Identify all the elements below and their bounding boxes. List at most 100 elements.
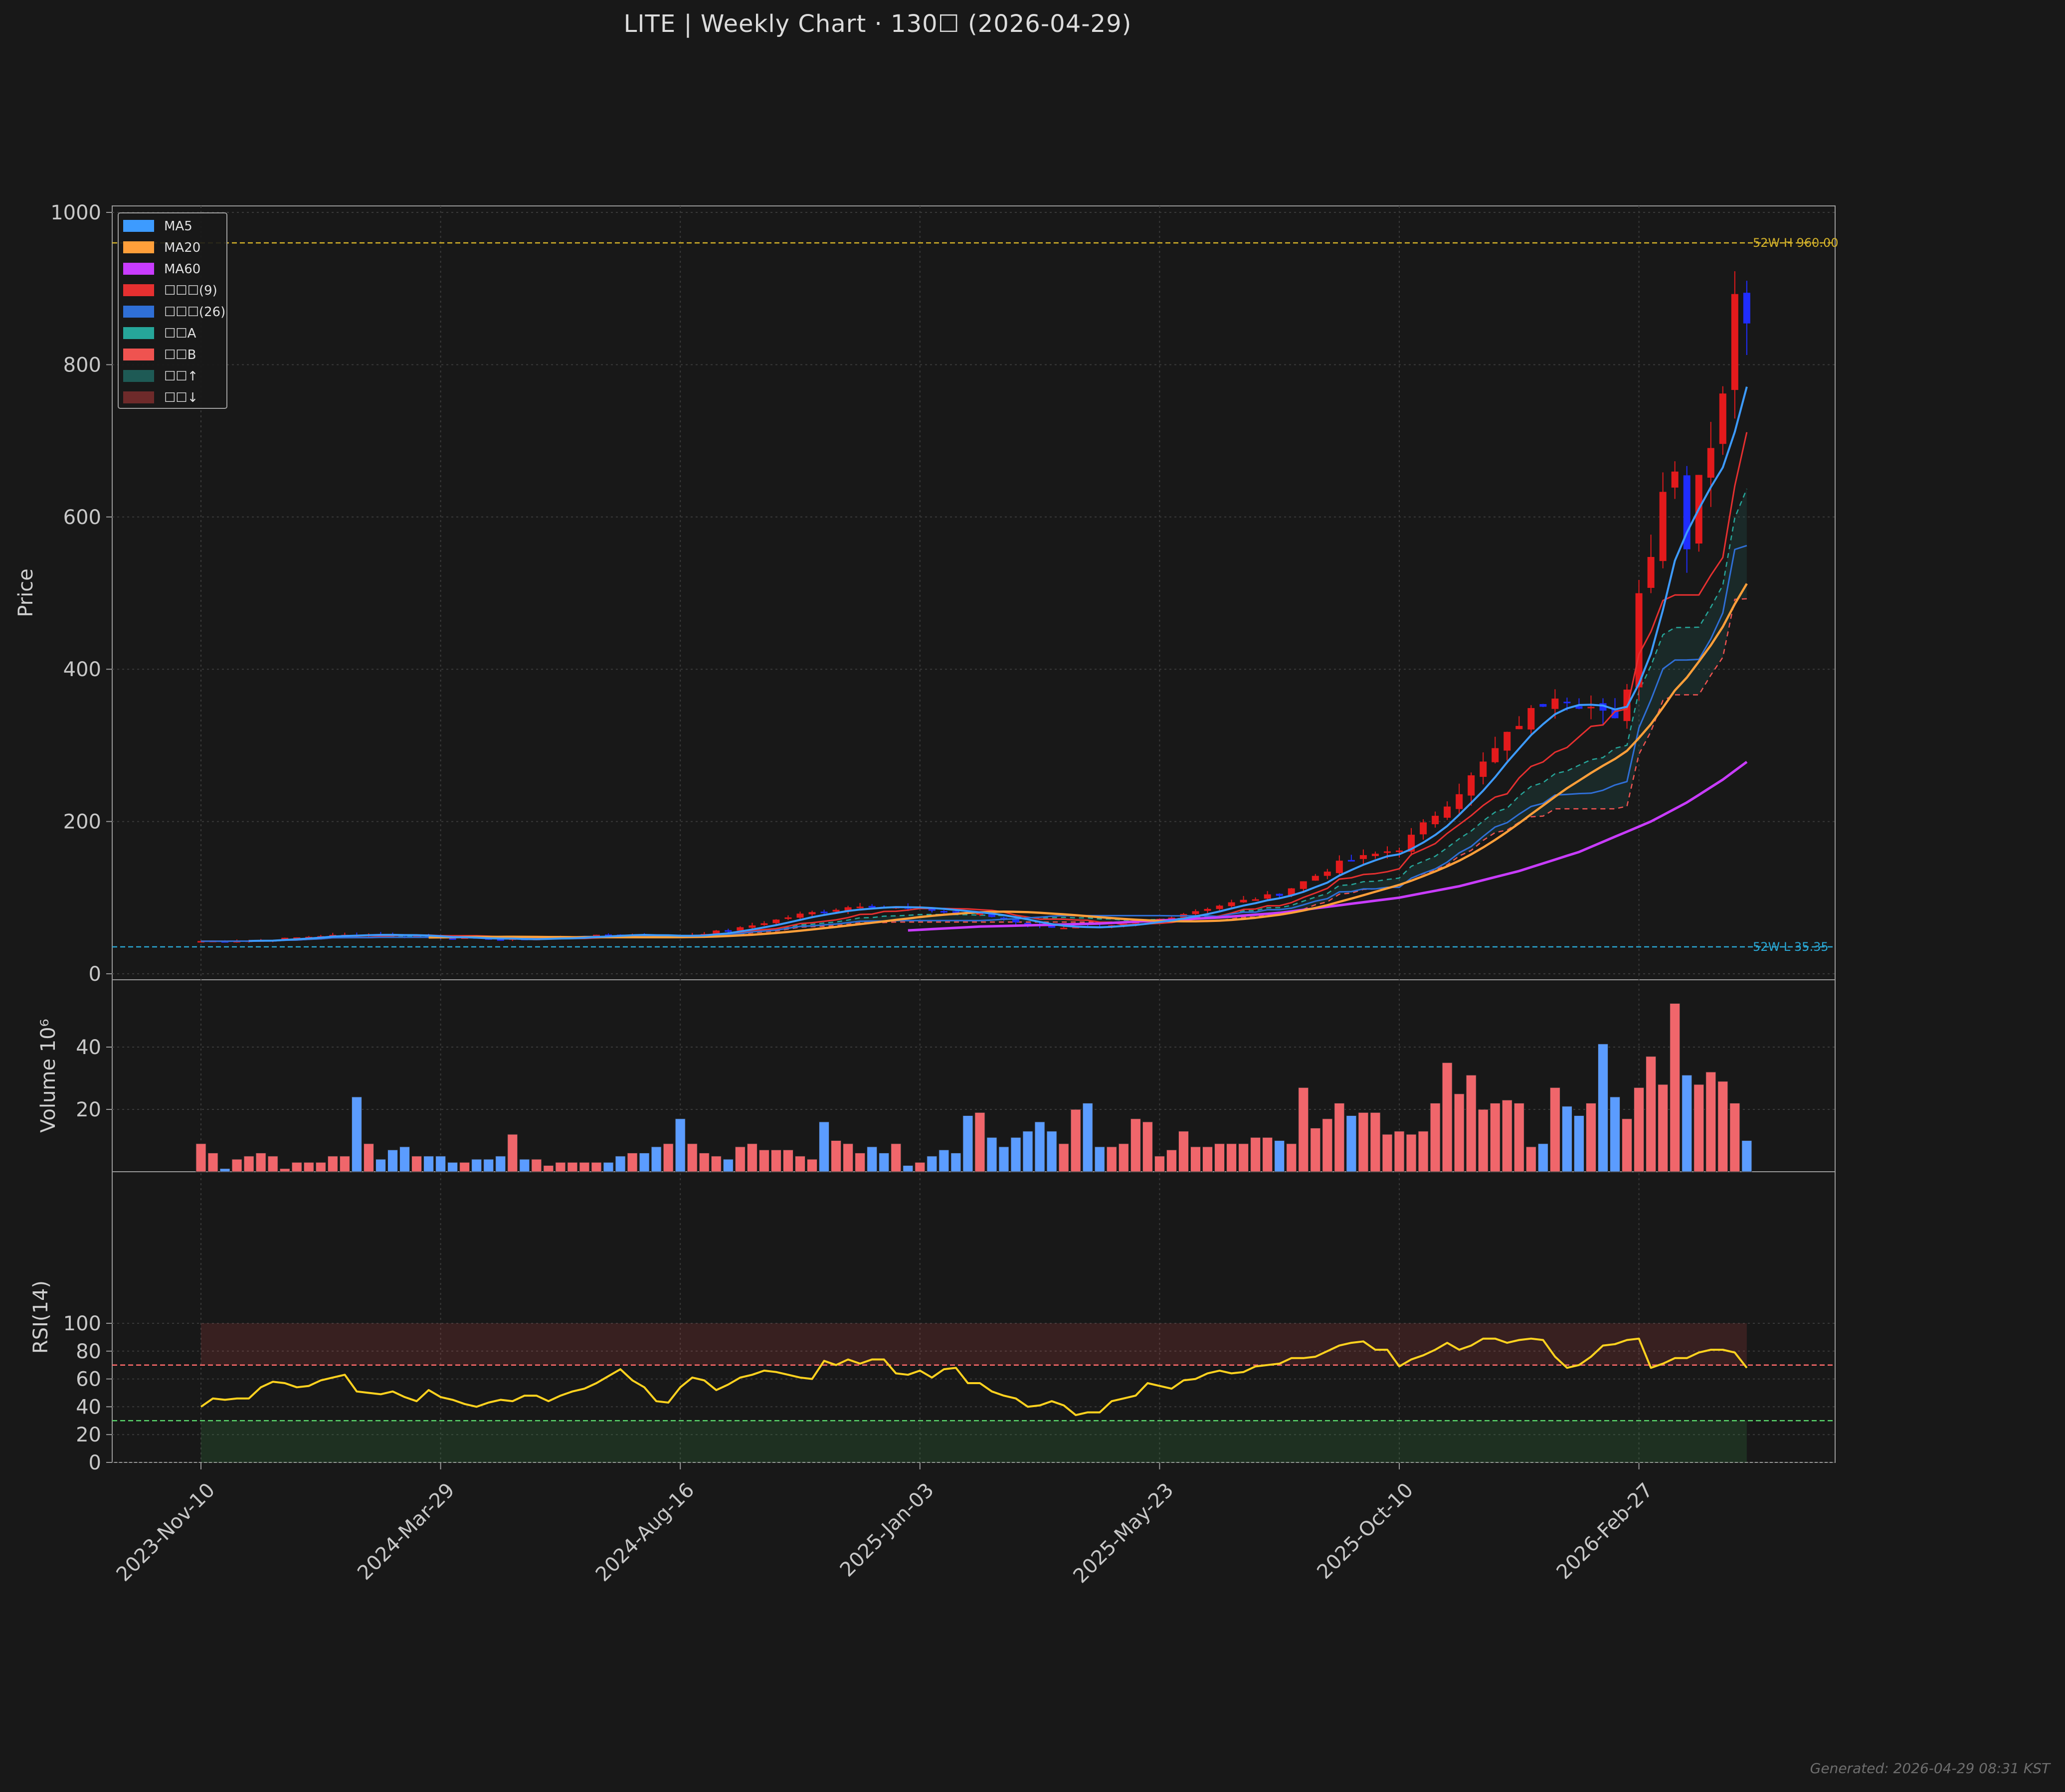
candle-body [1300,881,1307,889]
candle-body [1072,926,1080,928]
legend-swatch [123,349,154,360]
volume-axis-label: Volume 10⁶ [37,1019,60,1132]
candle-body [796,913,804,918]
volume-bar [1729,1103,1740,1172]
candle-body [808,912,816,914]
legend-swatch [123,391,154,403]
volume-bar [603,1162,614,1172]
volume-bar [591,1162,602,1172]
volume-bar [1502,1099,1512,1172]
volume-bar [1310,1128,1321,1172]
volume-bar [1622,1118,1633,1172]
x-tick-label: 2025-May-23 [1069,1479,1178,1588]
candle-body [1480,761,1487,777]
volume-bar [375,1159,386,1172]
candle-body [1060,927,1068,929]
price-tick-label: 200 [63,811,101,834]
volume-bar [1178,1131,1189,1172]
candle-body [1647,557,1655,588]
volume-bar [1358,1112,1369,1172]
volume-bar [1322,1118,1333,1172]
span-a-line [200,489,1748,942]
x-tick-label: 2025-Oct-10 [1313,1479,1418,1584]
volume-bar [1573,1115,1584,1172]
volume-bar [483,1159,494,1172]
candle-body [1575,706,1583,709]
candle-body [1347,860,1355,862]
volume-bar [915,1162,926,1172]
volume-bar [770,1149,781,1172]
volume-bar [1250,1137,1261,1172]
legend-swatch [123,220,154,232]
volume-bar [675,1118,686,1172]
volume-bar [651,1146,662,1172]
volume-bar [351,1096,362,1172]
volume-bar [495,1156,506,1172]
candle-body [1359,855,1367,859]
volume-bar [1442,1062,1453,1172]
volume-bar [758,1149,769,1172]
volume-bar [986,1137,997,1172]
x-tick-label: 2024-Aug-16 [591,1479,699,1587]
price-tick-label: 600 [63,506,101,529]
volume-bar [1658,1084,1669,1172]
volume-bar [1058,1143,1069,1172]
candle-body [449,938,456,940]
volume-bar [579,1162,590,1172]
volume-bar [891,1143,902,1172]
candle-body [293,937,301,939]
legend-entry: ☐☐☐(26) [164,305,225,320]
candle-body [1228,902,1235,906]
volume-bar [1454,1093,1465,1172]
volume-bar [782,1149,793,1172]
volume-bar [867,1146,878,1172]
candle-body [1743,293,1750,324]
price-tick-label: 800 [63,354,101,376]
candle-body [1371,854,1379,856]
volume-bar [795,1156,805,1172]
volume-bar [807,1159,818,1172]
volume-bar [279,1168,290,1172]
legend-swatch [123,327,154,339]
candle-body [1527,708,1535,730]
candle-body [844,907,852,911]
volume-bar [1549,1087,1560,1172]
volume-bar [1154,1156,1165,1172]
volume-bar [1286,1143,1297,1172]
volume-bar [1346,1115,1357,1172]
legend-swatch [123,241,154,253]
volume-bar [207,1153,218,1172]
candle-body [868,905,876,908]
candle-body [952,911,959,913]
volume-bar [1598,1044,1609,1172]
candle-body [940,911,947,913]
candle-body [1719,393,1726,444]
candle-body [1252,899,1259,901]
volume-bar [1334,1103,1345,1172]
legend-swatch [123,306,154,318]
candle-body [725,930,732,932]
volume-bar [315,1162,326,1172]
legend-swatch [123,284,154,296]
volume-bar [819,1121,830,1172]
span-b-line [200,598,1747,942]
volume-bar [255,1153,266,1172]
candle-body [820,911,828,913]
volume-bar [1705,1072,1716,1172]
candle-body [1432,816,1439,825]
high-52w-label: 52W H 960.00 [1753,236,1839,250]
candle-body [197,941,204,943]
volume-bar [1610,1096,1621,1172]
candle-body [856,906,864,908]
volume-bar [459,1162,470,1172]
volume-bar [974,1112,985,1172]
volume-bar [1214,1143,1225,1172]
candle-body [1456,794,1463,809]
candle-body [1635,593,1643,688]
volume-bar [687,1143,698,1172]
volume-bar [1478,1109,1489,1172]
candle-body [1048,925,1056,928]
rsi-tick-label: 60 [76,1368,101,1391]
legend-entry: ☐☐☐(9) [164,283,217,298]
